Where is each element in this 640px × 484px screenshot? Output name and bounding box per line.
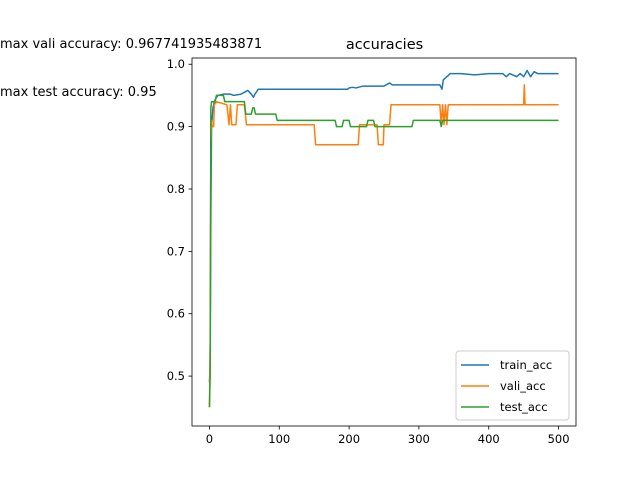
series-line-vali_acc — [208, 84, 559, 408]
x-tick-label: 500 — [548, 432, 570, 446]
max-vali-accuracy-text: max vali accuracy: 0.967741935483871 — [0, 37, 262, 52]
legend-label-test_acc: test_acc — [500, 400, 548, 414]
x-tick-label: 400 — [478, 432, 500, 446]
legend-label-vali_acc: vali_acc — [500, 379, 546, 393]
legend-label-train_acc: train_acc — [500, 358, 552, 372]
max-test-accuracy-text: max test accuracy: 0.95 — [0, 85, 157, 100]
legend-box — [455, 350, 570, 421]
series-line-train_acc — [208, 69, 559, 383]
y-tick-label: 0.8 — [167, 182, 185, 196]
y-tick-label: 0.6 — [167, 307, 185, 321]
chart-title: accuracies — [346, 37, 423, 53]
y-tick-label: 0.7 — [167, 244, 185, 258]
series-line-test_acc — [208, 94, 559, 408]
y-tick-label: 0.5 — [167, 369, 185, 383]
axes-frame — [191, 57, 577, 427]
x-tick-label: 100 — [268, 432, 290, 446]
y-tick-label: 1.0 — [167, 57, 185, 71]
x-tick-label: 0 — [206, 432, 213, 446]
x-tick-label: 200 — [338, 432, 360, 446]
y-tick-label: 0.9 — [167, 120, 185, 134]
x-tick-label: 300 — [408, 432, 430, 446]
plot-area: 0 100 200 300 400 500 0.5 0.6 0.7 0.8 0.9 1.0 train_… — [167, 57, 577, 446]
